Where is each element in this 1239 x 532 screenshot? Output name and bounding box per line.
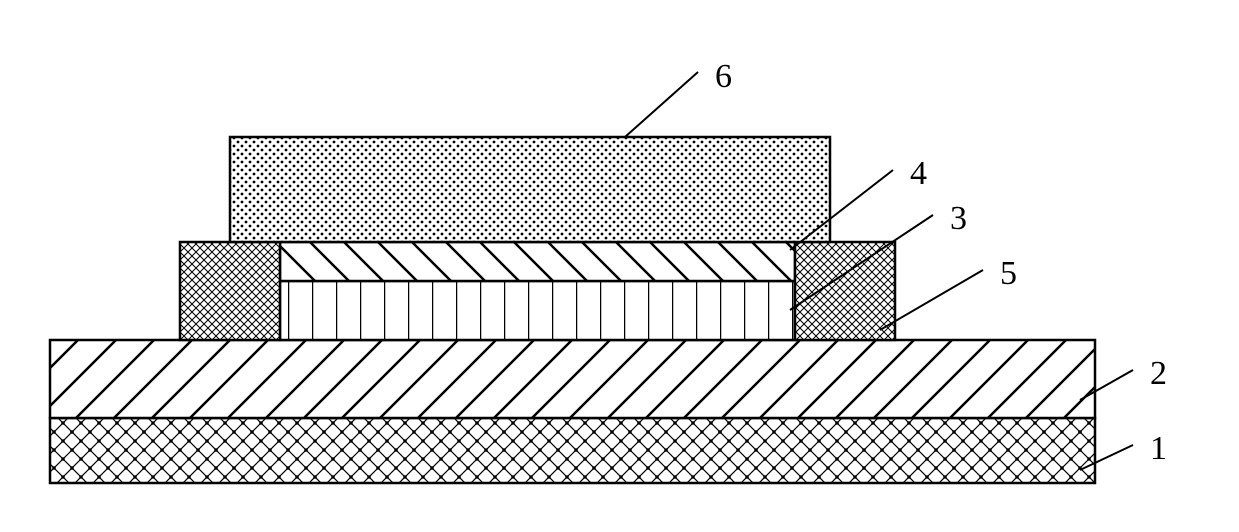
layer-layer6 xyxy=(230,137,830,242)
layer-layer2 xyxy=(50,340,1095,418)
layer-layer5_right xyxy=(795,242,895,340)
callout-label-6: 6 xyxy=(715,58,732,96)
layer-layer4 xyxy=(280,242,795,281)
layer-layer5_left xyxy=(180,242,280,340)
callout-label-3: 3 xyxy=(950,200,967,238)
callout-line-6 xyxy=(625,72,698,137)
layer-layer3 xyxy=(280,281,795,340)
callout-label-1: 1 xyxy=(1150,430,1167,468)
layer-layer1 xyxy=(50,418,1095,483)
callout-label-5: 5 xyxy=(1000,255,1017,293)
callout-label-2: 2 xyxy=(1150,355,1167,393)
cross-section-diagram xyxy=(0,0,1239,532)
callout-label-4: 4 xyxy=(910,155,927,193)
